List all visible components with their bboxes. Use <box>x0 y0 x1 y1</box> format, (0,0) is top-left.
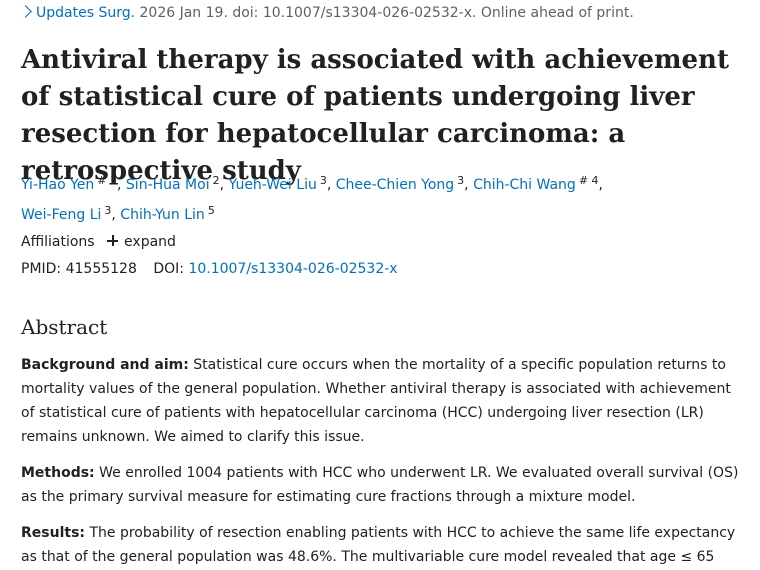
author-item: Yueh-Wei Liu 3, <box>228 174 336 193</box>
identifiers-row: PMID: 41555128 DOI: 10.1007/s13304-026-0… <box>21 259 398 279</box>
expand-label: expand <box>124 234 176 250</box>
author-link[interactable]: Chee-Chien Yong <box>335 177 455 193</box>
abstract-background: Background and aim: Statistical cure occ… <box>21 353 743 449</box>
abstract-methods: Methods: We enrolled 1004 patients with … <box>21 461 743 509</box>
pmid-value: 41555128 <box>65 261 137 277</box>
abstract-section-text: Statistical cure occurs when the mortali… <box>21 357 731 445</box>
author-item: Wei-Feng Li 3, <box>21 204 121 223</box>
article-title: Antiviral therapy is associated with ach… <box>21 45 729 186</box>
author-item: Sin-Hua Moi 2, <box>125 174 229 193</box>
citation-line: Updates Surg. 2026 Jan 19. doi: 10.1007/… <box>19 3 634 23</box>
author-affiliation-ref[interactable]: 3 <box>319 174 327 187</box>
author-affiliation-ref[interactable]: 5 <box>207 204 215 217</box>
doi-label: DOI: <box>153 261 184 277</box>
author-affiliation-ref[interactable]: 2 <box>212 174 220 187</box>
abstract-section-label: Methods: <box>21 465 95 481</box>
abstract-section-text: We enrolled 1004 patients with HCC who u… <box>21 465 739 505</box>
author-separator: , <box>117 177 126 193</box>
citation-details: 2026 Jan 19. doi: 10.1007/s13304-026-025… <box>139 5 634 21</box>
author-link[interactable]: Wei-Feng Li <box>21 207 102 223</box>
abstract-body: Background and aim: Statistical cure occ… <box>21 353 743 570</box>
author-affiliation-ref[interactable]: # 1 <box>97 174 118 187</box>
abstract-results: Results: The probability of resection en… <box>21 521 743 569</box>
abstract-heading: Abstract <box>21 315 108 339</box>
plus-icon <box>107 235 119 246</box>
author-separator: , <box>598 177 603 193</box>
author-link[interactable]: Chih-Yun Lin <box>120 207 205 223</box>
author-item: Chih-Yun Lin 5 <box>120 204 215 223</box>
author-list: Yi-Hao Yen # 1, Sin-Hua Moi 2, Yueh-Wei Li… <box>21 168 741 228</box>
chevron-right-icon <box>19 5 32 18</box>
affiliations-expand-button[interactable]: expand <box>107 234 176 250</box>
affiliations-row: Affiliations expand <box>21 232 176 252</box>
abstract-section-label: Background and aim: <box>21 357 189 373</box>
pmid-label: PMID: <box>21 261 62 277</box>
author-affiliation-ref[interactable]: 3 <box>104 204 112 217</box>
author-affiliation-ref[interactable]: 3 <box>457 174 465 187</box>
author-affiliation-ref[interactable]: # 4 <box>578 174 599 187</box>
author-item: Yi-Hao Yen # 1, <box>21 174 126 193</box>
author-separator: , <box>326 177 336 193</box>
author-separator: , <box>111 207 121 223</box>
abstract-section-label: Results: <box>21 525 85 541</box>
author-link[interactable]: Sin-Hua Moi <box>125 177 210 193</box>
journal-link[interactable]: Updates Surg. <box>36 5 136 21</box>
author-link[interactable]: Yi-Hao Yen <box>21 177 95 193</box>
author-separator: , <box>464 177 474 193</box>
doi-link[interactable]: 10.1007/s13304-026-02532-x <box>188 261 398 277</box>
affiliations-label: Affiliations <box>21 234 95 250</box>
author-item: Chih-Chi Wang # 4, <box>473 174 603 193</box>
author-link[interactable]: Chih-Chi Wang <box>473 177 576 193</box>
author-separator: , <box>219 177 229 193</box>
author-link[interactable]: Yueh-Wei Liu <box>228 177 317 193</box>
author-item: Chee-Chien Yong 3, <box>335 174 474 193</box>
abstract-section-text: The probability of resection enabling pa… <box>21 525 736 565</box>
